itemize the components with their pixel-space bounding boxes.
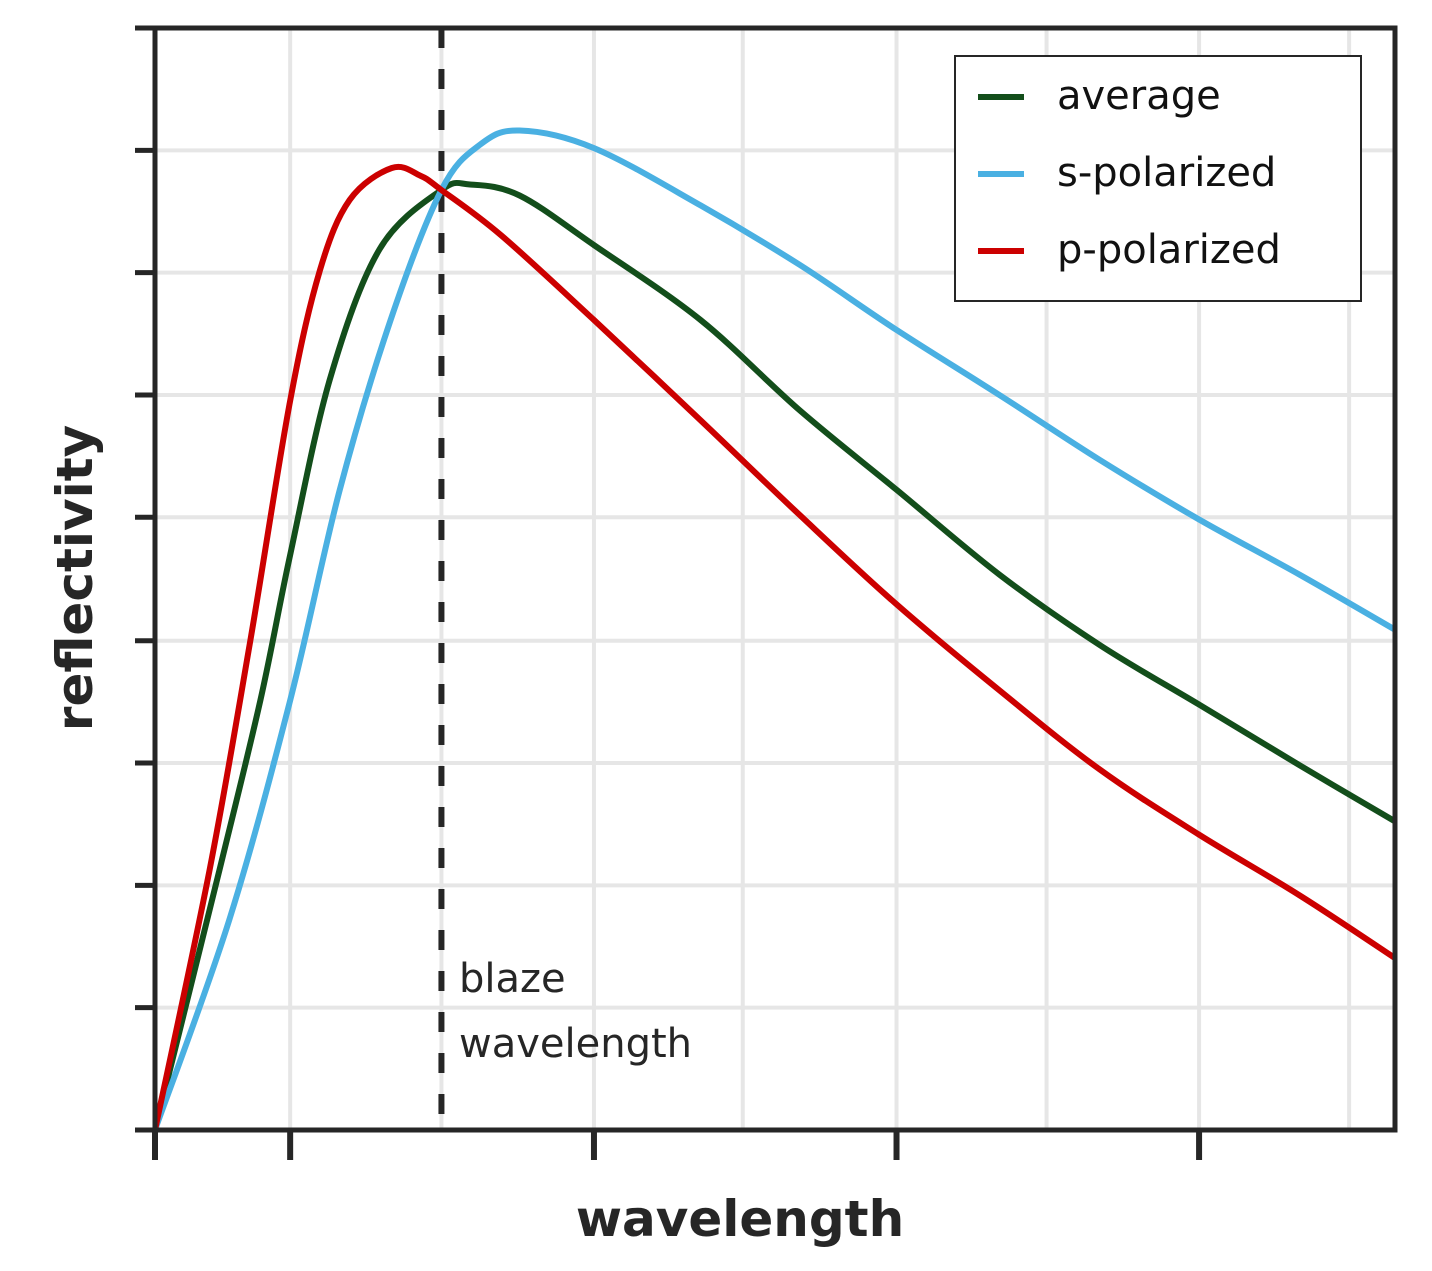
series-line-p-polarized <box>152 163 1397 1131</box>
y-axis-title: reflectivity <box>46 425 104 731</box>
series-lines <box>152 127 1397 1131</box>
legend-label-s-polarized: s-polarized <box>1057 150 1276 196</box>
plot-frame <box>152 25 1398 1133</box>
series-line-average <box>152 179 1397 1131</box>
x-axis-title: wavelength <box>576 1190 904 1248</box>
legend: average s-polarized p-polarized <box>954 55 1362 302</box>
legend-label-average: average <box>1057 73 1221 119</box>
axes <box>135 25 1398 1160</box>
series-line-s-polarized <box>152 127 1397 1131</box>
blaze-label-line-1: blaze <box>459 956 566 1002</box>
legend-label-p-polarized: p-polarized <box>1057 227 1281 273</box>
blaze-label-line-2: wavelength <box>459 1021 692 1067</box>
